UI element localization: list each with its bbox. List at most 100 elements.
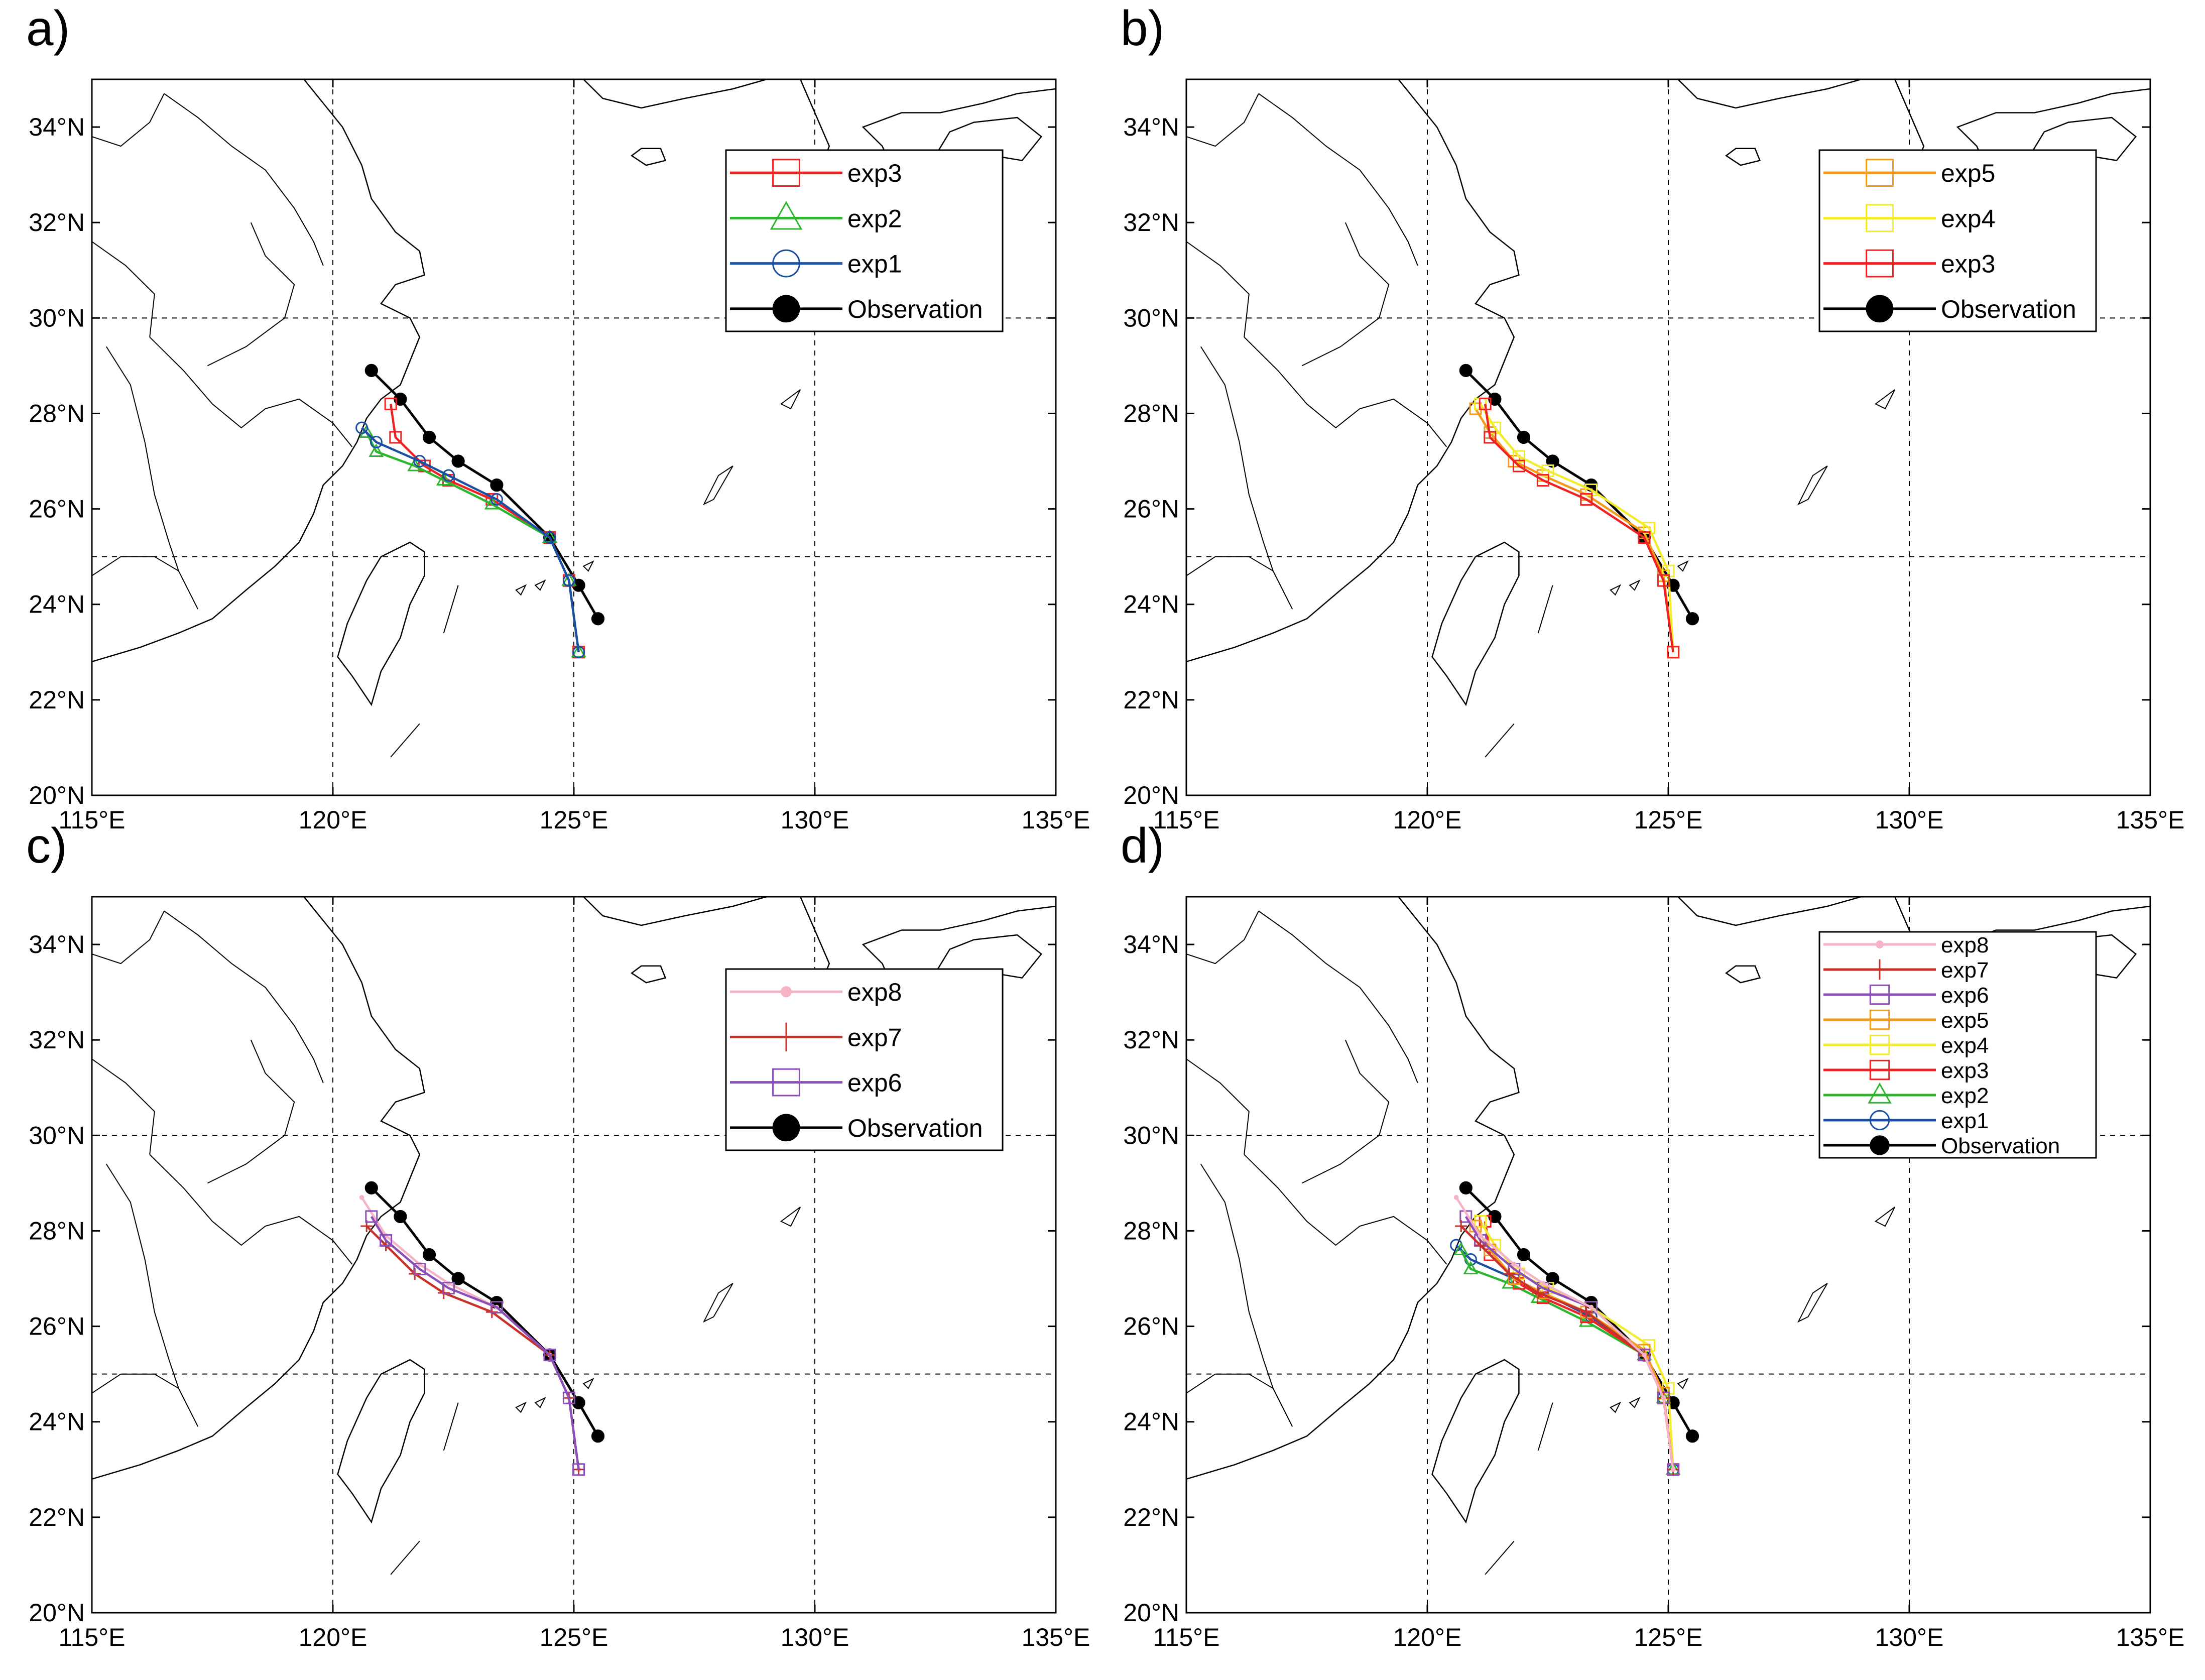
point-exp1: [413, 455, 426, 468]
y-tick-label: 32°N: [1123, 1026, 1179, 1054]
point-exp6: [562, 1391, 575, 1404]
legend-entry-exp6: exp6: [1823, 983, 1989, 1008]
point-exp3: [1536, 474, 1549, 487]
legend-entry-Observation: Observation: [1823, 1134, 2060, 1158]
x-tick-label: 130°E: [781, 806, 849, 834]
map-line: [443, 585, 459, 634]
legend-label: exp4: [1941, 1033, 1989, 1058]
x-tick-label: 125°E: [1634, 806, 1703, 834]
legend-entry-exp4: exp4: [1823, 204, 1995, 232]
point-exp1: [355, 421, 369, 434]
ryukyu-island: [515, 584, 527, 596]
legend: exp5 exp4 exp3 Observation: [1818, 149, 2097, 332]
ryukyu-island: [702, 1283, 733, 1323]
point-exp2: [369, 443, 384, 457]
legend-marker-exp7: [772, 1022, 801, 1052]
korea-coastline: [583, 897, 767, 926]
x-tick-label: 115°E: [1153, 806, 1219, 834]
legend-entry-exp7: exp7: [1823, 958, 1989, 983]
legend-marker-exp5: [1869, 1009, 1890, 1030]
point-exp7: [1455, 1220, 1467, 1232]
x-tick-label: 115°E: [58, 1623, 125, 1651]
province-border: [92, 1058, 155, 1155]
point-exp6: [442, 1282, 455, 1295]
y-tick-label: 34°N: [1123, 930, 1179, 958]
track-line-exp1: [361, 427, 580, 653]
legend-box: [725, 149, 1004, 332]
legend-label: Observation: [847, 295, 983, 323]
province-border: [207, 1039, 295, 1184]
point-exp3: [389, 431, 402, 444]
point-exp2: [1453, 1242, 1469, 1255]
legend-entry-exp3: exp3: [1823, 1058, 1989, 1083]
panel-b: b) 115°E 120°E 125°E 130°E 135°E 20°N 22°N 24°N 2…: [1121, 1, 2184, 834]
legend-label: exp2: [847, 204, 902, 232]
track-exp6: [365, 1210, 585, 1476]
y-tick-label: 30°N: [29, 304, 85, 332]
province-border: [1244, 1154, 1447, 1265]
track-line-exp8: [1455, 1196, 1674, 1470]
point-Observation: [591, 1429, 605, 1443]
province-border: [1186, 1058, 1250, 1155]
legend-label: exp8: [1941, 933, 1989, 957]
track-line-exp6: [1464, 1216, 1674, 1470]
point-exp6: [572, 1463, 585, 1476]
y-tick-label: 24°N: [1123, 1408, 1179, 1436]
korea-coastline: [583, 79, 767, 109]
ryukyu-island: [1610, 1401, 1622, 1413]
legend-box: [1818, 149, 2097, 332]
point-exp3: [1580, 493, 1593, 506]
ryukyu-island: [582, 1377, 594, 1389]
map-line: [1537, 585, 1553, 634]
point-exp8: [1453, 1195, 1459, 1200]
x-tick-label: 115°E: [58, 806, 125, 834]
taiwan-coastline: [1431, 541, 1520, 706]
mainland-coastline: [92, 79, 425, 662]
x-tick-label: 120°E: [1393, 806, 1462, 834]
province-border: [164, 93, 324, 266]
ryukyu-island: [1797, 1283, 1828, 1323]
point-exp4: [1512, 450, 1525, 463]
point-Observation: [422, 1248, 436, 1262]
legend-entry-exp6: exp6: [730, 1068, 902, 1097]
legend-marker-exp5: [1866, 159, 1894, 187]
province-border: [1244, 336, 1447, 447]
ryukyu-island: [1629, 579, 1641, 591]
x-tick-label: 130°E: [1875, 1623, 1944, 1651]
point-exp2: [1578, 1313, 1594, 1327]
province-border: [1186, 911, 1259, 965]
legend-entry-exp2: exp2: [730, 201, 902, 232]
legend-label: exp5: [1941, 1008, 1989, 1033]
point-exp1: [490, 493, 503, 506]
province-border: [149, 1154, 353, 1265]
province-border: [1301, 1039, 1390, 1184]
legend-marker-exp2: [1868, 1082, 1892, 1104]
x-tick-label: 135°E: [1022, 806, 1090, 834]
y-tick-label: 28°N: [29, 1217, 85, 1245]
map-line: [390, 723, 420, 758]
x-tick-label: 135°E: [2116, 1623, 2185, 1651]
map-line: [1485, 723, 1515, 758]
ryukyu-island: [780, 389, 801, 410]
x-tick-label: 130°E: [781, 1623, 849, 1651]
ryukyu-island: [1677, 1377, 1689, 1389]
legend-marker-Observation: [772, 295, 800, 323]
point-exp8: [1661, 1395, 1666, 1401]
track-exp5: [1469, 402, 1680, 659]
x-tick-label: 120°E: [299, 1623, 368, 1651]
ryukyu-island: [1874, 389, 1896, 410]
point-exp8: [1540, 1281, 1546, 1286]
point-exp6: [365, 1210, 378, 1223]
x-tick-label: 115°E: [1153, 1623, 1219, 1651]
point-exp7: [1532, 1287, 1544, 1299]
y-tick-label: 24°N: [29, 1408, 85, 1436]
province-border: [1200, 346, 1293, 610]
legend-label: Observation: [847, 1114, 983, 1142]
jeju-island: [1725, 965, 1761, 984]
taiwan-coastline: [337, 1359, 425, 1524]
legend-marker-exp8: [1876, 940, 1884, 948]
track-exp3: [1479, 397, 1680, 659]
legend-label: exp6: [847, 1069, 902, 1097]
point-exp6: [543, 1349, 556, 1362]
legend-label: exp2: [1941, 1084, 1989, 1108]
